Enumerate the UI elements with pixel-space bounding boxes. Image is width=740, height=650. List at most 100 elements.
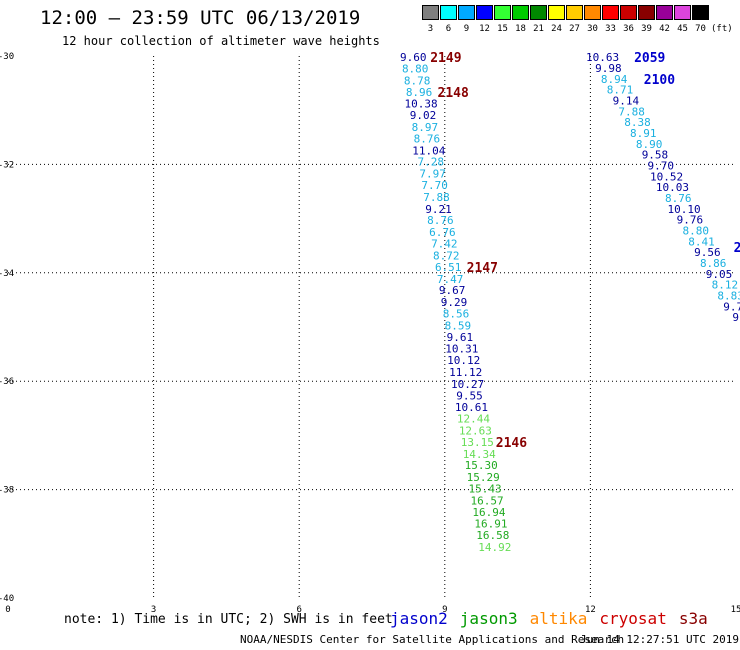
pass-time-right-2: 21	[734, 241, 740, 256]
pass-time-left-1: 2148	[438, 86, 469, 101]
wave-height-left-17: 8.72	[433, 249, 460, 262]
legend-swatch-15	[494, 5, 511, 20]
footer-note: note: 1) Time is in UTC; 2) SWH is in fe…	[64, 612, 393, 627]
wave-height-right-18: 9.56	[694, 246, 721, 259]
wave-height-left-11: 7.70	[421, 179, 448, 192]
wave-height-right-10: 9.70	[648, 159, 675, 172]
legend-label-3: 3	[427, 24, 434, 34]
wave-height-left-37: 15.43	[469, 483, 502, 496]
wave-height-left-22: 8.56	[443, 307, 470, 320]
legend-label-9: 9	[463, 24, 470, 34]
wave-height-left-26: 10.12	[447, 354, 480, 367]
legend-swatch-30	[584, 5, 601, 20]
legend-label-15: 15	[497, 24, 508, 34]
wave-height-left-29: 9.55	[456, 389, 483, 402]
lat-tick--40: -40	[0, 594, 14, 604]
wave-height-left-4: 10.38	[404, 98, 437, 111]
wave-height-left-31: 12.44	[457, 413, 490, 426]
wave-height-right-22: 8.83	[717, 290, 740, 303]
wave-height-right-23: 9.74	[723, 300, 740, 313]
legend-label-42: 42	[659, 24, 670, 34]
wave-height-left-9: 7.28	[417, 156, 444, 169]
legend-swatch-36	[620, 5, 637, 20]
legend-label-24: 24	[551, 24, 562, 34]
lat-tick--30: -30	[0, 52, 14, 62]
wave-height-left-3: 8.96	[406, 86, 433, 99]
lon-tick-labels: 0 3 6 9 12 15	[5, 605, 740, 615]
legend-label-39: 39	[641, 24, 652, 34]
wave-height-left-36: 15.29	[467, 471, 500, 484]
legend-swatch-33	[602, 5, 619, 20]
lon-tick-6: 6	[296, 605, 301, 615]
wave-height-left-25: 10.31	[445, 343, 478, 356]
legend-label-30: 30	[587, 24, 598, 34]
satellite-s3a: s3a	[678, 609, 708, 628]
wave-height-right-15: 9.76	[677, 214, 704, 227]
lat-tick--36: -36	[0, 377, 14, 387]
legend-unit: (ft)	[711, 24, 733, 34]
footer-timestamp: Jun 14 12:27:51 UTC 2019	[580, 633, 739, 646]
footer-credit: NOAA/NESDIS Center for Satellite Applica…	[240, 633, 625, 646]
wave-height-left-14: 8.76	[427, 214, 454, 227]
pass-time-left-0: 2149	[430, 51, 461, 66]
wave-height-left-0: 9.60	[400, 51, 427, 64]
wave-height-left-32: 12.63	[459, 425, 492, 438]
wave-height-left-34: 14.34	[463, 448, 496, 461]
wave-height-left-19: 7.47	[437, 273, 464, 286]
wave-height-left-8: 11.04	[412, 144, 445, 157]
wave-height-left-10: 7.97	[419, 168, 446, 181]
lon-tick-3: 3	[151, 605, 156, 615]
page-subtitle: 12 hour collection of altimeter wave hei…	[62, 34, 380, 48]
wave-height-left-20: 9.67	[439, 284, 466, 297]
lat-tick--38: -38	[0, 486, 14, 496]
legend-swatch-42	[656, 5, 673, 20]
legend-label-12: 12	[479, 24, 490, 34]
legend-label-27: 27	[569, 24, 580, 34]
wave-height-right-1: 9.98	[595, 62, 622, 75]
legend-label-21: 21	[533, 24, 544, 34]
legend-swatch-39	[638, 5, 655, 20]
lon-tick-9: 9	[442, 605, 447, 615]
legend-swatch-3	[422, 5, 439, 20]
legend-label-70: 70	[695, 24, 706, 34]
pass-time-left-3: 2146	[496, 436, 527, 451]
wave-height-left-6: 8.97	[412, 121, 439, 134]
wave-height-marks: 9.608.808.788.9610.389.028.978.7611.047.…	[400, 51, 740, 554]
lat-lon-grid	[8, 56, 736, 598]
wave-height-left-39: 16.94	[472, 506, 505, 519]
page-title: 12:00 – 23:59 UTC 06/13/2019	[40, 7, 361, 29]
legend-label-18: 18	[515, 24, 526, 34]
wave-height-left-33: 13.15	[461, 436, 494, 449]
legend-label-36: 36	[623, 24, 634, 34]
wave-height-left-30: 10.61	[455, 401, 488, 414]
lat-tick--34: -34	[0, 269, 14, 279]
wave-height-left-16: 7.42	[431, 238, 458, 251]
wave-height-left-15: 6.76	[429, 226, 456, 239]
satellite-jason3: jason3	[459, 609, 518, 628]
legend-label-33: 33	[605, 24, 616, 34]
wave-height-right-20: 9.05	[706, 268, 733, 281]
lon-tick-12: 12	[585, 605, 596, 615]
wave-height-right-17: 8.41	[688, 235, 715, 248]
pass-time-right-1: 2100	[644, 73, 675, 88]
wave-height-right-4: 9.14	[613, 94, 640, 107]
wave-height-left-18: 6.51	[435, 261, 462, 274]
wave-height-left-40: 16.91	[474, 518, 507, 531]
legend-swatch-70	[692, 5, 709, 20]
wave-height-right-0: 10.63	[586, 51, 619, 64]
satellite-cryosat: cryosat	[599, 609, 667, 628]
wave-height-right-6: 8.38	[624, 116, 651, 129]
wave-height-right-5: 7.88	[618, 105, 645, 118]
wave-height-left-28: 10.27	[451, 378, 484, 391]
legend-swatch-24	[548, 5, 565, 20]
wave-height-left-21: 9.29	[441, 296, 468, 309]
legend-label-45: 45	[677, 24, 688, 34]
wave-height-left-41: 16.58	[476, 529, 509, 542]
legend-swatch-18	[512, 5, 529, 20]
legend-swatch-6	[440, 5, 457, 20]
wave-height-right-9: 9.58	[642, 149, 669, 162]
wave-height-right-7: 8.91	[630, 127, 657, 140]
wave-height-right-8: 8.90	[636, 138, 663, 151]
